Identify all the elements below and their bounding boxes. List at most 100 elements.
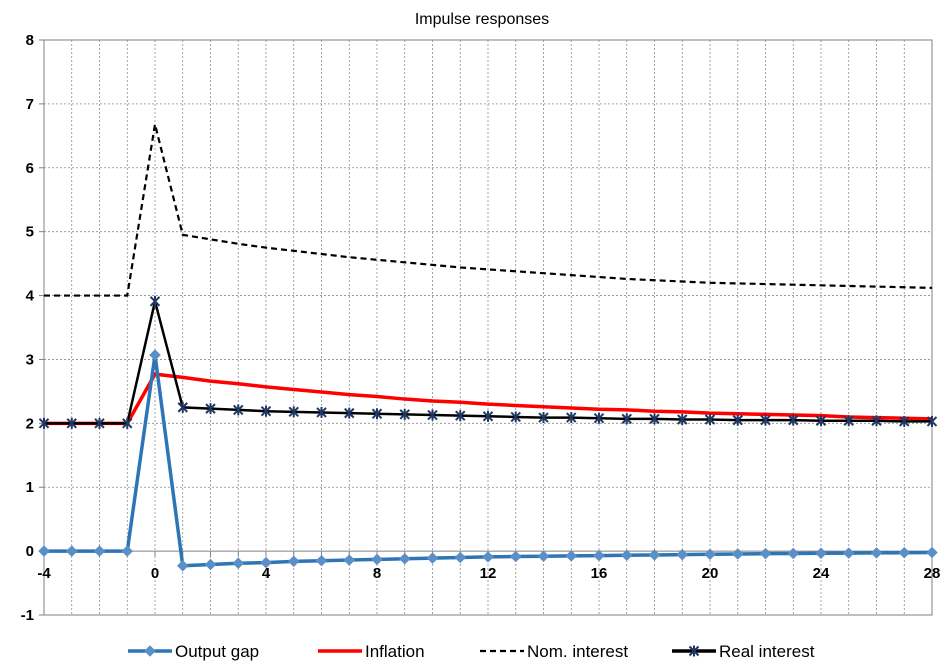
y-tick-label: 1 [26,479,34,496]
legend-marker-output-gap [144,645,156,657]
data-point-real-interest [760,414,771,426]
legend-item-inflation: Inflation [318,642,425,661]
x-tick-label: 12 [480,565,497,582]
data-point-real-interest [593,412,605,424]
data-point-real-interest [926,415,938,427]
data-point-real-interest [704,414,716,425]
data-point-real-interest [38,417,50,429]
series-line-inflation [44,372,933,426]
data-point-output-gap [537,550,550,563]
data-point-real-interest [94,417,105,429]
data-point-output-gap [232,557,245,570]
series-inflation [44,372,933,426]
y-tick-label: 8 [26,32,34,49]
data-point-output-gap [426,552,439,564]
x-tick-label: 28 [924,565,941,582]
data-point-real-interest [482,410,494,422]
data-point-output-gap [149,349,161,361]
data-point-real-interest [177,401,188,413]
data-point-real-interest [427,409,438,421]
y-tick-label: 4 [26,288,35,305]
data-point-real-interest [843,415,854,427]
legend-item-output-gap: Output gap [128,642,259,661]
series-real-interest [38,295,938,429]
y-tick-label: 0 [26,543,34,560]
data-point-output-gap [176,559,189,572]
data-point-real-interest [399,408,410,420]
data-point-output-gap [898,546,911,559]
data-point-output-gap [38,545,50,557]
chart-title: Impulse responses [415,11,549,28]
x-tick-label: 8 [373,565,381,582]
data-point-real-interest [344,407,355,419]
x-tick-label: 20 [702,565,719,582]
legend-label-real-interest: Real interest [719,642,815,661]
data-point-real-interest [149,295,161,307]
data-point-output-gap [648,549,661,561]
data-point-real-interest [455,410,466,422]
data-point-real-interest [871,415,882,427]
data-point-real-interest [371,408,383,420]
x-tick-label: 16 [591,565,608,582]
x-tick-label: -4 [37,565,51,582]
data-point-output-gap [343,554,356,566]
data-point-real-interest [316,406,327,418]
data-point-real-interest [205,403,216,415]
y-tick-label: 6 [26,160,34,177]
data-point-output-gap [93,545,106,557]
legend: Output gap Inflation Nom. interest Real int… [128,642,815,661]
x-tick-label: 4 [262,565,271,582]
series-output-gap [38,349,938,572]
legend-item-nom-interest: Nom. interest [480,642,628,661]
data-point-real-interest [66,417,77,429]
data-point-real-interest [899,415,910,427]
x-tick-label: 0 [151,565,159,582]
data-point-output-gap [315,554,328,567]
data-point-output-gap [260,556,272,569]
data-point-output-gap [926,546,938,559]
data-point-output-gap [731,548,744,560]
y-tick-label: 2 [26,415,34,432]
data-point-output-gap [204,558,217,571]
data-point-real-interest [122,417,133,429]
data-point-real-interest [510,411,521,423]
legend-label-nom-interest: Nom. interest [527,642,628,661]
series-layer [38,124,938,572]
data-point-output-gap [565,550,578,562]
y-tick-label: 7 [26,96,34,113]
data-point-output-gap [371,553,383,566]
series-line-nom-interest [44,124,933,297]
data-point-real-interest [260,405,272,417]
data-point-real-interest [815,415,827,427]
legend-label-inflation: Inflation [365,642,425,661]
data-point-output-gap [815,547,827,560]
data-point-real-interest [649,413,660,425]
y-tick-label: 5 [26,224,34,241]
series-nom-interest [44,124,933,297]
data-point-real-interest [621,413,632,425]
data-point-real-interest [288,406,299,418]
axes [39,39,933,616]
data-point-output-gap [787,547,800,560]
data-point-output-gap [842,547,855,559]
data-point-output-gap [676,548,689,561]
data-point-output-gap [482,551,494,563]
data-point-real-interest [677,414,688,425]
data-point-output-gap [870,547,883,559]
data-point-output-gap [620,549,633,562]
data-point-real-interest [538,412,549,424]
data-point-output-gap [65,545,78,557]
data-point-real-interest [788,414,799,426]
data-point-output-gap [121,545,134,557]
data-point-output-gap [509,550,522,563]
data-point-output-gap [454,551,467,564]
legend-marker-real-interest [688,645,700,657]
y-tick-label: 3 [26,351,34,368]
y-tick-label: -1 [21,607,34,624]
grid [43,39,933,616]
legend-label-output-gap: Output gap [175,642,259,661]
data-point-real-interest [233,404,244,416]
data-point-output-gap [759,547,772,560]
